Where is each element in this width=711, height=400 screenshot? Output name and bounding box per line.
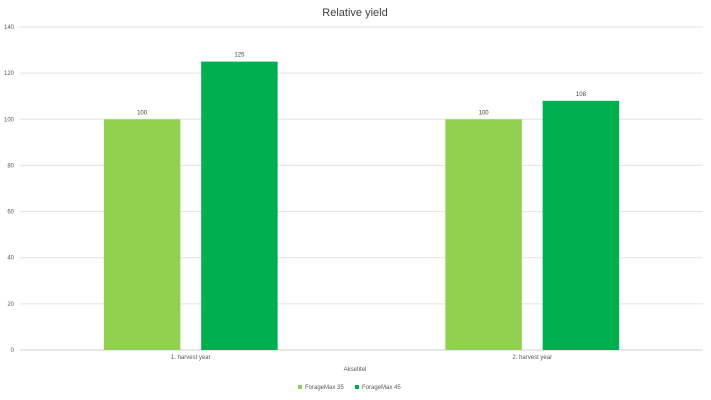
bars <box>103 61 620 351</box>
y-tick-label: 40 <box>7 256 14 262</box>
bar <box>201 61 278 350</box>
category-label: 1. harvest year <box>171 355 211 361</box>
bar <box>542 100 620 350</box>
y-tick-labels: 0 20 40 60 80 100 120 140 <box>4 25 15 354</box>
chart-title: Relative yield <box>322 7 387 19</box>
x-axis-title: Aksetitel <box>344 367 367 373</box>
legend-swatch <box>355 385 359 389</box>
data-label: 100 <box>479 110 490 116</box>
legend-label: ForageMax 45 <box>362 385 401 391</box>
y-tick-label: 60 <box>7 210 14 216</box>
data-label: 100 <box>137 110 148 116</box>
data-label: 125 <box>234 53 245 59</box>
y-tick-label: 140 <box>4 25 15 31</box>
category-labels: 1. harvest year 2. harvest year <box>171 355 552 361</box>
legend: ForageMax 35 ForageMax 45 <box>298 385 401 391</box>
bar <box>103 119 181 351</box>
bar <box>445 119 522 351</box>
legend-swatch <box>298 385 302 389</box>
y-tick-label: 120 <box>4 71 15 77</box>
data-labels: 100 125 100 108 <box>137 53 587 117</box>
y-tick-label: 20 <box>7 302 14 308</box>
y-tick-label: 0 <box>11 348 15 354</box>
y-tick-label: 80 <box>7 163 14 169</box>
data-label: 108 <box>576 92 587 98</box>
y-tick-label: 100 <box>4 117 15 123</box>
category-label: 2. harvest year <box>512 355 552 361</box>
legend-label: ForageMax 35 <box>305 385 344 391</box>
